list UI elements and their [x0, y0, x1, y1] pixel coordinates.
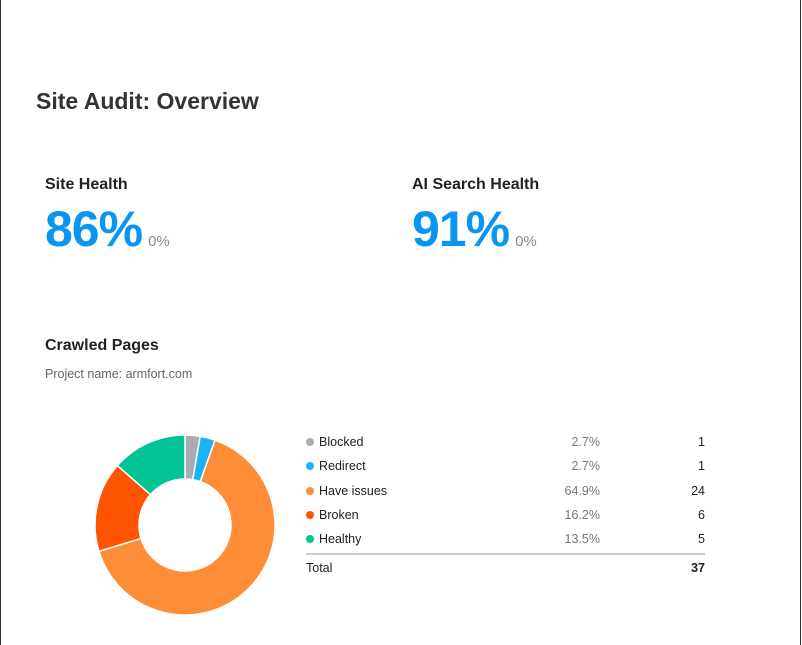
legend-row[interactable]: Have issues 64.9% 24: [306, 479, 705, 503]
legend-row[interactable]: Broken 16.2% 6: [306, 503, 705, 527]
site-health-label: Site Health: [45, 176, 128, 193]
total-count: 37: [691, 561, 705, 576]
legend-percent: 16.2%: [564, 508, 600, 523]
crawled-pages-title: Crawled Pages: [45, 337, 159, 354]
legend-total-row: Total 37: [306, 555, 705, 581]
legend-row[interactable]: Healthy 13.5% 5: [306, 527, 705, 551]
site-health-value: 86%: [45, 201, 143, 257]
legend-count: 1: [698, 435, 705, 450]
crawled-pages-donut-chart: [94, 434, 276, 616]
legend-dot-icon: [306, 511, 314, 520]
legend-row[interactable]: Blocked 2.7% 1: [306, 430, 705, 454]
legend-percent: 13.5%: [564, 532, 600, 547]
legend-count: 24: [691, 483, 705, 498]
legend-divider: [306, 553, 705, 556]
ai-search-health-delta: 0%: [515, 233, 537, 250]
legend-percent: 2.7%: [571, 435, 601, 450]
donut-slice-healthy[interactable]: [116, 434, 186, 496]
legend-percent: 2.7%: [571, 459, 601, 474]
legend-label: Broken: [319, 508, 359, 523]
legend-label: Healthy: [319, 532, 362, 547]
legend-percent: 64.9%: [564, 483, 600, 498]
legend-label: Blocked: [319, 435, 364, 450]
legend-count: 1: [698, 459, 705, 474]
legend-dot-icon: [306, 462, 314, 471]
page-title: Site Audit: Overview: [36, 88, 259, 114]
site-health-widget[interactable]: Site Health 86% 0%: [45, 176, 170, 258]
ai-search-health-widget[interactable]: AI Search Health 91% 0%: [412, 176, 539, 258]
legend-label: Have issues: [319, 483, 388, 498]
crawled-pages-legend: Blocked 2.7% 1 Redirect 2.7% 1 Have issues 64.9…: [306, 430, 705, 581]
donut-slice-have-issues[interactable]: [98, 439, 276, 616]
legend-row[interactable]: Redirect 2.7% 1: [306, 454, 705, 478]
total-label: Total: [306, 561, 333, 576]
site-health-delta: 0%: [148, 233, 170, 250]
ai-search-health-value: 91%: [412, 201, 510, 257]
legend-dot-icon: [306, 535, 314, 544]
legend-label: Redirect: [319, 459, 366, 474]
legend-count: 5: [698, 532, 705, 547]
ai-search-health-label: AI Search Health: [412, 176, 540, 193]
legend-dot-icon: [306, 486, 314, 495]
legend-count: 6: [698, 508, 705, 523]
legend-dot-icon: [306, 438, 314, 447]
project-name: Project name: armfort.com: [45, 367, 193, 381]
